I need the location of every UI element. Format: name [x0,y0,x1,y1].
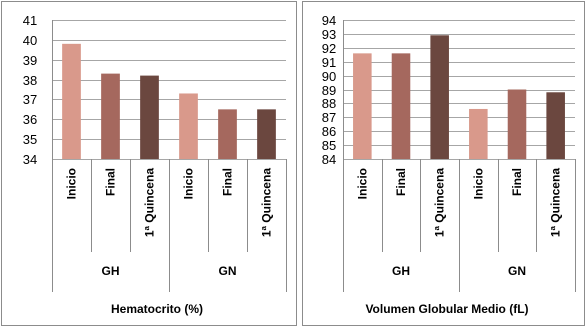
bar-gn-2 [507,89,527,159]
y-tick-label: 85 [322,138,336,153]
y-tick-label: 34 [23,152,37,167]
y-tick-label: 84 [322,152,336,167]
y-tick-label: 37 [23,92,37,107]
y-tick-label: 88 [322,96,336,111]
group-label: GH [392,264,410,278]
bar-gh-1 [62,43,81,160]
category-label: Inicio [182,168,196,199]
y-tick-label: 92 [322,41,336,56]
category-label: 1ª Quincena [549,168,563,237]
bar-gn-3 [546,92,565,159]
category-label: Final [394,168,408,196]
category-label: Final [104,168,118,196]
hematocrito-chart: 34 35 36 37 38 39 40 41 Inicio Final 1ª Quincena In… [23,13,287,316]
category-label: Final [221,168,235,196]
y-tick-label: 91 [322,55,336,70]
y-tick-label: 36 [23,112,37,127]
bar-gh-3 [140,75,159,159]
category-label: 1ª Quincena [433,168,447,237]
y-tick-label: 86 [322,124,336,139]
bar-gh-2 [101,73,120,159]
left-panel-frame [1,1,297,326]
bar-gh-2 [391,53,411,159]
y-tick-label: 90 [322,69,336,84]
y-tick-label: 41 [23,13,37,28]
category-label: 1ª Quincena [260,168,274,237]
chart-title: Volumen Globular Medio (fL) [365,302,528,316]
group-label: GN [219,264,237,278]
category-label: Inicio [471,168,485,199]
y-tick-label: 93 [322,27,336,42]
category-label: Final [510,168,524,196]
bar-gn-1 [469,108,488,159]
y-tick-label: 87 [322,110,336,125]
bar-gh-3 [430,35,449,159]
chart-title: Hematocrito (%) [111,302,203,316]
category-label: Inicio [65,168,79,199]
bar-gn-3 [257,109,276,159]
category-label: Inicio [355,168,369,199]
y-tick-label: 40 [23,33,37,48]
bar-gn-2 [218,109,237,159]
category-label: 1ª Quincena [143,168,157,237]
y-tick-label: 39 [23,53,37,68]
bar-gn-1 [179,93,198,159]
bar-gh-1 [353,53,372,159]
group-label: GN [508,264,526,278]
group-label: GH [102,264,120,278]
y-tick-label: 94 [322,13,336,28]
y-tick-label: 89 [322,83,336,98]
y-tick-label: 35 [23,132,37,147]
y-tick-label: 38 [23,73,37,88]
